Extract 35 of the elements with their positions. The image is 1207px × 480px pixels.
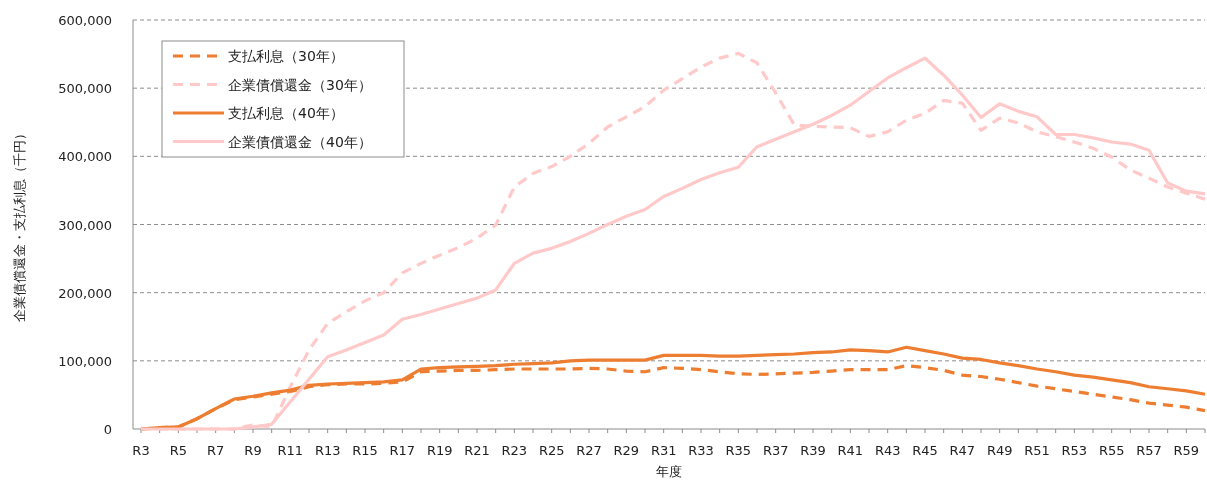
x-tick-label: R45 (912, 443, 938, 458)
x-tick-label: R25 (538, 443, 565, 458)
x-tick-label: R23 (501, 443, 528, 458)
x-tick-label: R57 (1136, 443, 1162, 458)
x-tick-label: R41 (837, 443, 864, 458)
x-tick-label: R29 (613, 443, 640, 458)
x-tick-label: R27 (576, 443, 602, 458)
x-tick-label: R31 (650, 443, 677, 458)
x-tick-label: R55 (1098, 443, 1125, 458)
legend-label: 企業債償還金（30年） (228, 76, 372, 93)
x-tick-label: R15 (352, 443, 378, 458)
x-tick-label: R5 (169, 443, 187, 458)
legend-label: 支払利息（30年） (228, 48, 344, 64)
x-axis-title: 年度 (656, 464, 682, 479)
x-tick-label: R59 (1173, 443, 1200, 458)
y-axis-title: 企業債償還金・支払利息（千円） (12, 127, 27, 322)
x-tick-label: R47 (949, 443, 976, 458)
x-tick-label: R7 (207, 443, 225, 458)
x-tick-label: R53 (1061, 443, 1088, 458)
x-tick-label: R35 (725, 443, 752, 458)
x-tick-label: R9 (244, 443, 262, 458)
x-tick-label: R13 (314, 443, 341, 458)
legend-label: 企業債償還金（40年） (228, 133, 372, 150)
x-tick-label: R21 (464, 443, 490, 458)
x-tick-label: R43 (874, 443, 901, 458)
legend-label: 支払利息（40年） (228, 105, 344, 121)
x-tick-label: R51 (1024, 443, 1050, 458)
x-tick-label: R19 (426, 443, 453, 458)
x-tick-label: R3 (132, 443, 150, 458)
x-tick-label: R11 (277, 443, 304, 458)
x-tick-label: R37 (762, 443, 789, 458)
x-tick-label: R49 (986, 443, 1013, 458)
x-tick-label: R33 (688, 443, 714, 458)
x-tick-label: R39 (800, 443, 826, 458)
x-tick-label: R17 (389, 443, 416, 458)
